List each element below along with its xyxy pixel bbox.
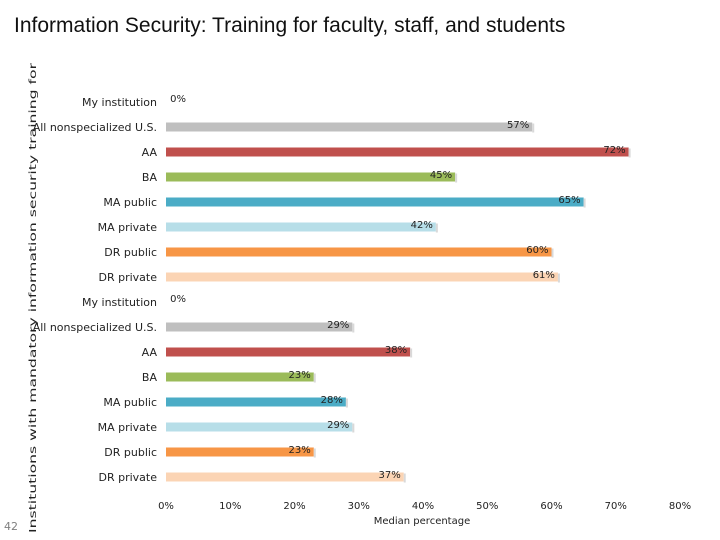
category-label: BA — [142, 371, 158, 384]
data-label: 60% — [526, 245, 548, 256]
x-tick-label: 70% — [605, 501, 627, 512]
data-label: 65% — [558, 195, 580, 206]
category-label: DR private — [98, 271, 157, 284]
data-label: 37% — [378, 470, 400, 481]
data-label: 38% — [385, 345, 407, 356]
x-tick-label: 30% — [348, 501, 370, 512]
bar-shadow — [435, 223, 438, 233]
bar-shadow — [583, 198, 586, 208]
bar — [166, 372, 314, 382]
bar-shadow — [403, 473, 406, 483]
category-label: DR public — [104, 446, 157, 459]
category-label: DR public — [104, 246, 157, 259]
data-label: 23% — [289, 370, 311, 381]
bar — [166, 222, 436, 232]
page-title: Information Security: Training for facul… — [14, 14, 566, 37]
bar — [166, 272, 558, 282]
bar-shadow — [352, 323, 355, 333]
bar-shadow — [551, 248, 554, 258]
category-label: AA — [142, 146, 158, 159]
data-label: 0% — [170, 294, 186, 305]
bar — [166, 147, 629, 157]
data-label: 28% — [321, 395, 343, 406]
bar — [166, 247, 552, 257]
data-label: 0% — [170, 94, 186, 105]
bar-shadow — [455, 173, 458, 183]
x-axis-group: 0% 10% 20% 30% 40% 50% 60% 70% 80% Median percent… — [158, 501, 691, 527]
bar — [166, 447, 314, 457]
bar — [166, 472, 404, 482]
bar-shadow — [345, 398, 348, 408]
data-label: 72% — [603, 145, 625, 156]
category-label: MA private — [98, 421, 158, 434]
data-label: 23% — [289, 445, 311, 456]
y-axis-label: Institutions with mandatory information … — [28, 63, 39, 533]
x-tick-label: 20% — [283, 501, 305, 512]
category-label: All nonspecialized U.S. — [33, 321, 157, 334]
bar-shadow — [410, 348, 413, 358]
category-label: My institution — [82, 96, 157, 109]
data-label: 61% — [533, 270, 555, 281]
x-tick-label: 40% — [412, 501, 434, 512]
page-number: 42 — [4, 520, 18, 533]
bar-shadow — [628, 148, 631, 158]
bar — [166, 347, 411, 357]
bar-shadow — [352, 423, 355, 433]
data-label: 45% — [430, 170, 452, 181]
data-label: 29% — [327, 320, 349, 331]
bars-group: My institution 0% All nonspecialized U.S. 5… — [33, 94, 631, 484]
category-label: MA private — [98, 221, 158, 234]
data-label: 29% — [327, 420, 349, 431]
category-label: DR private — [98, 471, 157, 484]
bar — [166, 322, 353, 332]
category-label: AA — [142, 346, 158, 359]
bar-shadow — [313, 373, 316, 383]
x-tick-label: 80% — [669, 501, 691, 512]
x-tick-label: 0% — [158, 501, 174, 512]
bar — [166, 122, 533, 132]
x-axis-label: Median percentage — [374, 516, 470, 527]
bar-shadow — [557, 273, 560, 283]
bar — [166, 422, 353, 432]
x-tick-label: 60% — [540, 501, 562, 512]
bar — [166, 397, 346, 407]
bar — [166, 197, 584, 207]
bar — [166, 172, 456, 182]
data-label: 57% — [507, 120, 529, 131]
category-label: BA — [142, 171, 158, 184]
data-label: 42% — [411, 220, 433, 231]
x-tick-label: 10% — [219, 501, 241, 512]
bar-shadow — [532, 123, 535, 133]
bar-shadow — [313, 448, 316, 458]
category-label: MA public — [103, 196, 157, 209]
x-tick-label: 50% — [476, 501, 498, 512]
category-label: My institution — [82, 296, 157, 309]
y-axis-title-group: Institutions with mandatory information … — [28, 63, 39, 533]
category-label: All nonspecialized U.S. — [33, 121, 157, 134]
category-label: MA public — [103, 396, 157, 409]
